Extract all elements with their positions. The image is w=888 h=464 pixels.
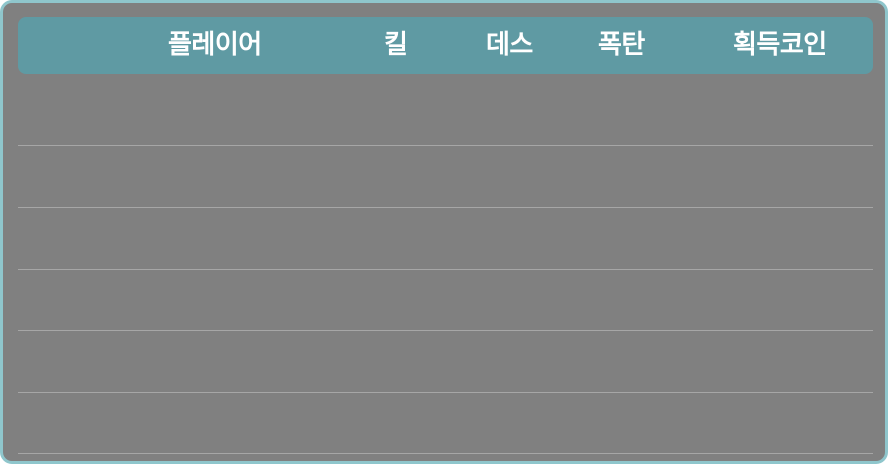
table-row xyxy=(18,332,873,393)
scoreboard-header: 플레이어 킬 데스 폭탄 획득코인 xyxy=(18,17,873,74)
column-header-kill: 킬 xyxy=(384,30,408,60)
table-row xyxy=(18,209,873,270)
column-header-player: 플레이어 xyxy=(168,30,262,60)
column-header-coin: 획득코인 xyxy=(733,30,827,60)
table-row xyxy=(18,85,873,146)
table-row xyxy=(18,270,873,331)
table-row xyxy=(18,147,873,208)
scoreboard-rows xyxy=(18,85,873,460)
table-row xyxy=(18,393,873,454)
column-header-bomb: 폭탄 xyxy=(598,30,645,60)
column-header-death: 데스 xyxy=(486,30,533,60)
